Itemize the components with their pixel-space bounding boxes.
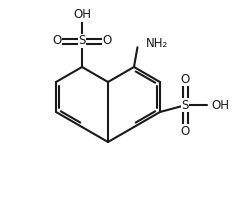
Text: O: O (180, 73, 190, 86)
Text: OH: OH (73, 8, 91, 21)
Text: O: O (180, 125, 190, 138)
Text: NH₂: NH₂ (145, 37, 168, 50)
Text: OH: OH (211, 99, 229, 112)
Text: S: S (78, 35, 86, 47)
Text: O: O (52, 35, 62, 47)
Text: O: O (102, 35, 112, 47)
Text: S: S (181, 99, 189, 112)
